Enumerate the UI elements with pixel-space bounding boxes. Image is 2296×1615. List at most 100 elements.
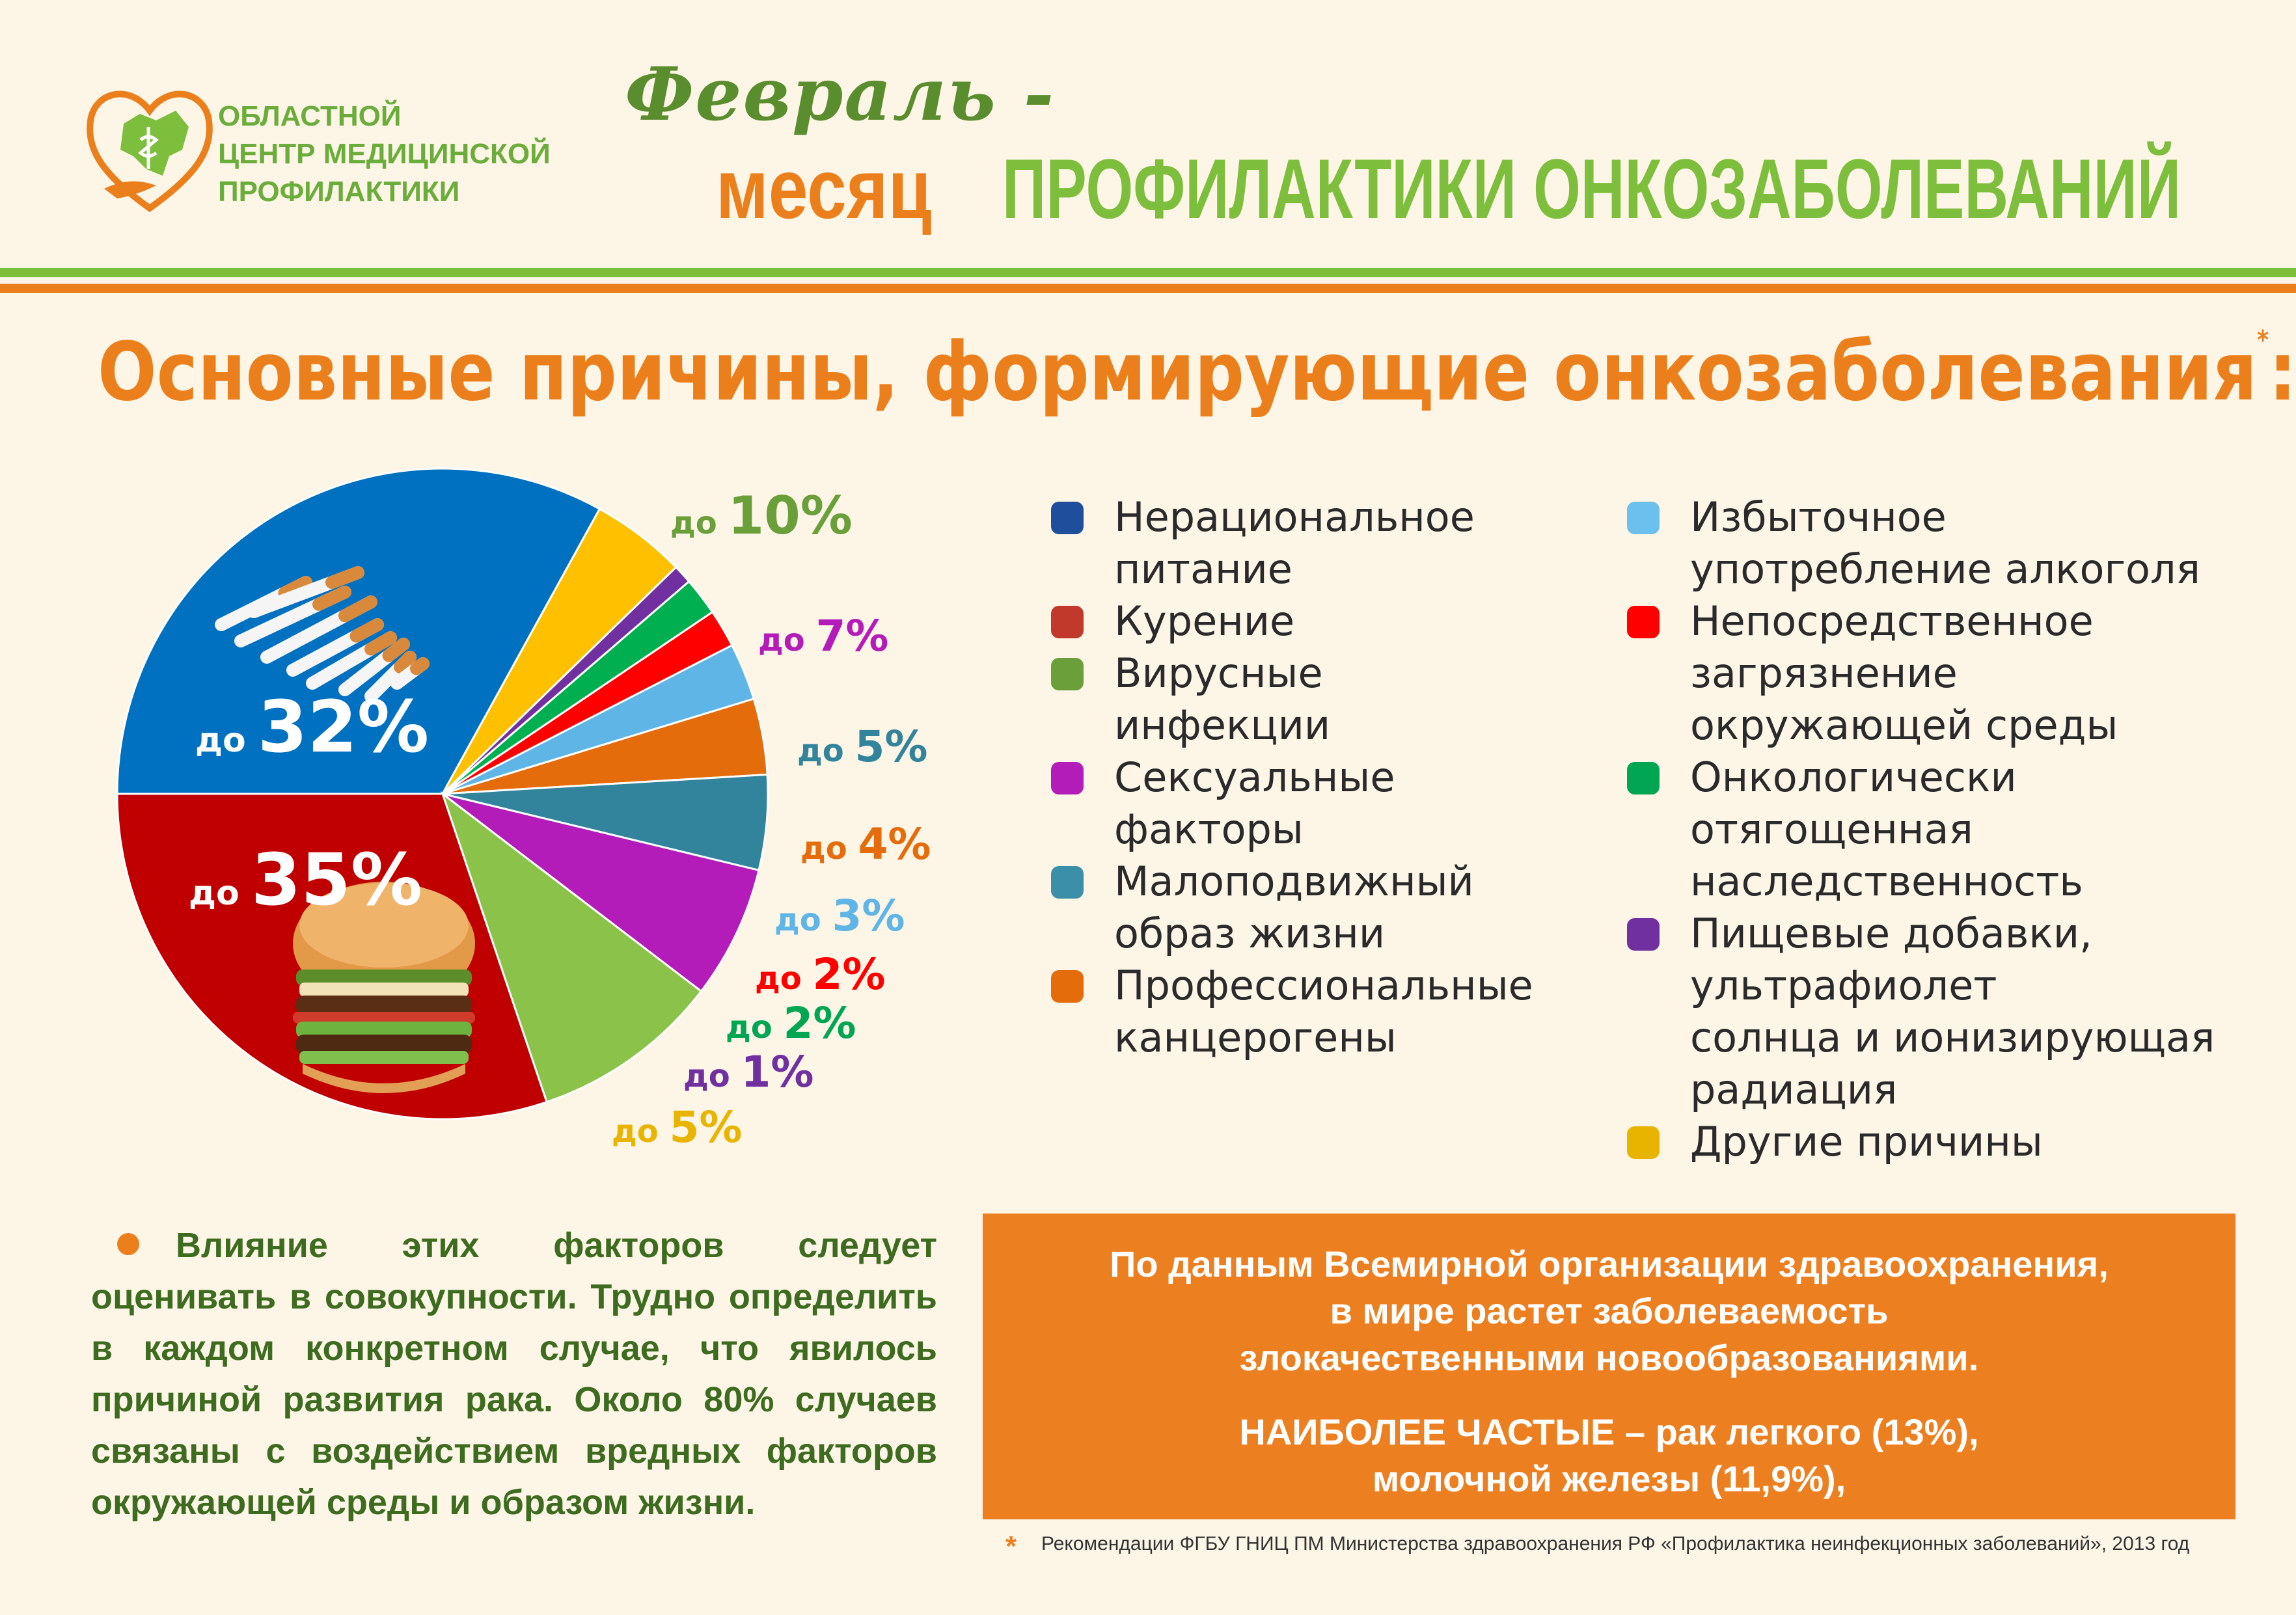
pie-slice-label-value: 2% <box>783 998 856 1048</box>
month-script-heading: Февраль - <box>625 52 1056 137</box>
legend-swatch-icon <box>1051 970 1084 1003</box>
who-info-box: По данным Всемирной организации здравоох… <box>983 1214 2235 1519</box>
org-name-line-3: ПРОФИЛАКТИКИ <box>218 176 460 208</box>
cigarette-icon <box>364 651 417 703</box>
legend-swatch-icon <box>1051 762 1084 794</box>
legend-left-item: Профессиональные канцерогены <box>1051 960 1533 1064</box>
pie-slice-label-value: 32% <box>258 685 429 768</box>
legend-right-item: Непосредственное загрязнение окружающей … <box>1627 595 2215 752</box>
legend-swatch-icon <box>1627 606 1660 638</box>
legend-label: Непосредственное загрязнение окружающей … <box>1690 597 2118 749</box>
legend-left-item: Вирусные инфекции <box>1051 647 1533 752</box>
pie-slice-label-value: 10% <box>728 485 852 546</box>
pie-slice-label-prefix: до <box>758 622 815 658</box>
note-bullet-icon <box>117 1233 139 1255</box>
pie-slice <box>442 793 760 993</box>
pie-slice-label-value: 7% <box>815 611 888 661</box>
pie-slice-label: до 10% <box>670 485 853 546</box>
legend-swatch-icon <box>1051 658 1084 690</box>
pie-slice-label-value: 35% <box>251 838 422 921</box>
month-word-heading: месяц <box>716 141 932 236</box>
legend-swatch-icon <box>1627 1126 1660 1159</box>
who-line-1: По данным Всемирной организации здравоох… <box>1110 1243 2109 1284</box>
note-body: Влияние этих факторов следует оценивать … <box>91 1226 937 1522</box>
pie-slice-label: до 35% <box>189 838 422 921</box>
cigarette-icon <box>306 631 397 690</box>
legend-label: Избыточное употребление алкоголя <box>1690 493 2200 593</box>
pie-slice-label-prefix: до <box>683 1058 741 1094</box>
chart-title-text: Основные причины, формирующие онкозаболе… <box>98 325 2258 419</box>
legend-right-item: Другие причины <box>1627 1116 2215 1168</box>
legend-label: Нерациональное питание <box>1114 493 1475 593</box>
footnote-star: * <box>1005 1530 1017 1562</box>
pie-slice-label-prefix: до <box>189 874 251 913</box>
legend-right-item: Пищевые добавки, ультрафиолет солнца и и… <box>1627 908 2215 1116</box>
pie-slice-label-value: 5% <box>854 722 927 772</box>
legend-left: Нерациональное питание Курение Вирусные ин… <box>1051 491 1533 1064</box>
pie-slice-label-prefix: до <box>612 1113 669 1150</box>
legend-right-item: Онкологически отягощенная наследственнос… <box>1627 752 2215 908</box>
legend-label: Профессиональные канцерогены <box>1114 962 1533 1061</box>
pie-slice-label: до 2% <box>755 949 886 999</box>
legend-swatch-icon <box>1051 866 1084 899</box>
note-text: Влияние этих факторов следует оценивать … <box>91 1220 937 1528</box>
legend-label: Сексуальные факторы <box>1114 753 1395 853</box>
legend-left-item: Малоподвижный образ жизни <box>1051 856 1533 960</box>
pie-slice-label: до 1% <box>683 1047 814 1097</box>
burger-icon <box>293 882 475 1093</box>
cigarette-icon <box>338 638 410 696</box>
who-text: По данным Всемирной организации здравоох… <box>983 1214 2235 1381</box>
pie-slice-label: до 3% <box>774 891 905 941</box>
month-topic-heading: ПРОФИЛАКТИКИ ОНКОЗАБОЛЕВАНИЙ <box>1002 141 2181 236</box>
pie-slice-label: до 5% <box>612 1102 743 1152</box>
legend-label: Вирусные инфекции <box>1114 649 1331 749</box>
legend-swatch-icon <box>1051 502 1084 534</box>
pie-slice-label-value: 4% <box>858 819 931 869</box>
legend-label: Онкологически отягощенная наследственнос… <box>1690 753 2083 905</box>
legend-swatch-icon <box>1627 918 1660 951</box>
pie-slice-label: до 4% <box>800 819 931 869</box>
pie-slice-label-value: 3% <box>832 891 905 941</box>
pie-slice-label-prefix: до <box>800 830 858 867</box>
pie-slice-label: до 7% <box>758 611 889 661</box>
pie-slice-label-prefix: до <box>726 1009 783 1046</box>
header-stripe-green <box>0 268 2296 277</box>
pie-slice-label: до 5% <box>797 722 928 772</box>
pie-slice-label-prefix: до <box>195 721 258 760</box>
legend-label: Пищевые добавки, ультрафиолет солнца и и… <box>1690 910 2215 1113</box>
legend-right: Избыточное употребление алкоголя Непосред… <box>1627 491 2215 1168</box>
logo-heart-icon <box>87 90 213 213</box>
legend-left-item: Нерациональное питание <box>1051 491 1533 595</box>
cigarette-icon <box>234 586 351 647</box>
cigarette-icon <box>390 657 430 690</box>
pie-slice-label-value: 2% <box>812 949 885 999</box>
pie-slice-label-value: 1% <box>741 1047 813 1097</box>
pie-slice-label-prefix: до <box>670 505 728 541</box>
legend-swatch-icon <box>1627 502 1660 534</box>
pie-slice <box>441 791 703 1104</box>
legend-label: Курение <box>1114 597 1295 645</box>
legend-swatch-icon <box>1627 762 1660 794</box>
pie-slice-label-prefix: до <box>774 902 832 938</box>
who-line-3: злокачественными новообразованиями. <box>1239 1337 1979 1378</box>
cigarette-icon <box>286 618 384 677</box>
org-name: ОБЛАСТНОЙ ЦЕНТР МЕДИЦИНСКОЙ ПРОФИЛАКТИКИ <box>218 98 551 211</box>
chart-title-mark: * <box>2257 325 2269 355</box>
who-line-2: в мире растет заболеваемость <box>1330 1290 1889 1331</box>
who-stats: НАИБОЛЕЕ ЧАСТЫЕ – рак легкого (13%), мол… <box>983 1409 2235 1502</box>
chart-title-colon: : <box>2269 325 2296 419</box>
pie-chart: до 35%до 5%до 1%до 2%до 2%до 3%до 4%до 5… <box>116 467 931 1152</box>
cigarette-icon <box>247 566 364 618</box>
legend-left-item: Курение <box>1051 595 1533 647</box>
legend-right-item: Избыточное употребление алкоголя <box>1627 491 2215 595</box>
legend-label: Другие причины <box>1690 1118 2043 1165</box>
org-name-line-2: ЦЕНТР МЕДИЦИНСКОЙ <box>218 138 551 170</box>
org-name-line-1: ОБЛАСТНОЙ <box>218 100 402 132</box>
footnote-text: Рекомендации ФГБУ ГНИЦ ПМ Министерства з… <box>1041 1533 2190 1554</box>
legend-label: Малоподвижный образ жизни <box>1114 858 1474 957</box>
cigarette-icon <box>260 595 377 664</box>
pie-slice-label-prefix: до <box>755 960 812 997</box>
pie-slice-label: до 32% <box>195 685 429 768</box>
pie-slice-label: до 2% <box>726 998 856 1048</box>
header-stripe-orange <box>0 284 2296 293</box>
